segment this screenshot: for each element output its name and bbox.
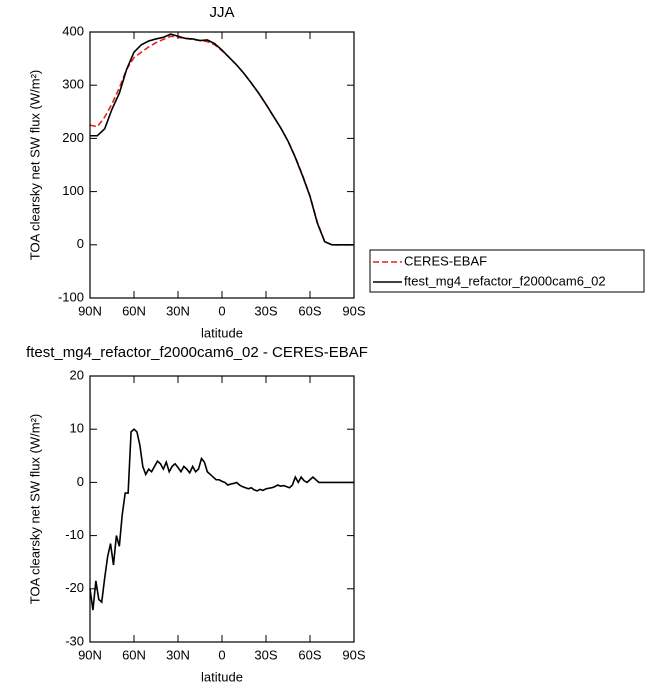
x-tick-label: 30N — [166, 647, 190, 662]
y-tick-label: 300 — [62, 77, 84, 92]
data-line — [90, 33, 354, 246]
data-line — [89, 428, 354, 611]
y-axis-label: TOA clearsky net SW flux (W/m²) — [27, 70, 42, 260]
x-tick-label: 0 — [218, 303, 225, 318]
x-tick-label: 30N — [166, 303, 190, 318]
x-axis-label: latitude — [201, 669, 243, 684]
x-tick-label: 60N — [122, 647, 146, 662]
y-tick-label: 0 — [77, 236, 84, 251]
legend-label: ftest_mg4_refactor_f2000cam6_02 — [404, 273, 606, 288]
y-tick-label: 200 — [62, 130, 84, 145]
y-tick-label: 20 — [70, 367, 84, 382]
y-tick-label: 100 — [62, 183, 84, 198]
x-tick-label: 90S — [342, 647, 365, 662]
x-tick-label: 60S — [298, 303, 321, 318]
x-tick-label: 90N — [78, 303, 102, 318]
x-tick-label: 90N — [78, 647, 102, 662]
plot-frame — [89, 375, 355, 643]
y-tick-label: 10 — [70, 421, 84, 436]
y-tick-label: -30 — [65, 633, 84, 648]
y-tick-label: 0 — [77, 474, 84, 489]
legend-box — [369, 249, 645, 293]
plot-frame — [89, 31, 355, 299]
x-tick-label: 30S — [254, 303, 277, 318]
x-axis-label: latitude — [201, 325, 243, 340]
legend-label: CERES-EBAF — [404, 253, 487, 268]
y-tick-label: -100 — [58, 289, 84, 304]
x-tick-label: 90S — [342, 303, 365, 318]
y-tick-label: 400 — [62, 23, 84, 38]
y-axis-label: TOA clearsky net SW flux (W/m²) — [27, 414, 42, 604]
x-tick-label: 0 — [218, 647, 225, 662]
chart-title: ftest_mg4_refactor_f2000cam6_02 - CERES-… — [26, 344, 368, 361]
y-tick-label: -10 — [65, 527, 84, 542]
x-tick-label: 60N — [122, 303, 146, 318]
y-tick-label: -20 — [65, 580, 84, 595]
x-tick-label: 30S — [254, 647, 277, 662]
x-tick-label: 60S — [298, 647, 321, 662]
chart-title: JJA — [209, 4, 234, 21]
